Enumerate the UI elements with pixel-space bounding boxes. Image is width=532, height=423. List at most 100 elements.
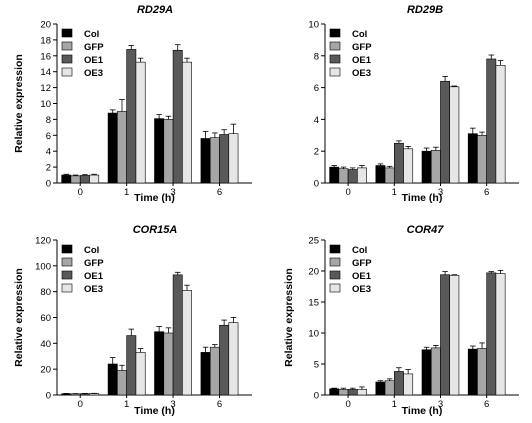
bar-gfp <box>163 119 174 184</box>
y-tick-label: 120 <box>35 236 51 247</box>
bar-oe3 <box>449 275 460 396</box>
legend-swatch-oe1 <box>61 270 73 280</box>
y-tick-label: 40 <box>40 339 51 350</box>
y-tick-label: 15 <box>308 298 319 309</box>
bar-oe3 <box>89 393 100 396</box>
legend-swatch-oe1 <box>329 54 341 64</box>
bar-gfp <box>117 370 127 396</box>
bar-col <box>329 388 340 396</box>
x-axis-label: Time (h) <box>134 405 175 417</box>
bar-oe3 <box>495 273 506 396</box>
legend-swatch-oe3 <box>61 67 73 77</box>
bar-oe1 <box>440 274 451 396</box>
bar-oe1 <box>126 49 137 184</box>
bar-oe3 <box>135 61 146 184</box>
bar-gfp <box>117 111 127 184</box>
x-tick-label: 0 <box>78 399 83 410</box>
bar-oe3 <box>89 174 100 184</box>
bar-gfp <box>163 332 174 396</box>
bar-gfp <box>430 150 441 184</box>
legend-label-oe3: OE3 <box>84 284 103 295</box>
y-tick-label: 18 <box>40 35 51 46</box>
bar-col <box>61 174 72 184</box>
legend-swatch-col <box>329 28 341 38</box>
y-axis-label: Relative expression <box>13 268 25 367</box>
bar-oe3 <box>403 373 414 396</box>
y-tick-label: 25 <box>308 236 319 247</box>
bar-oe3 <box>357 389 367 396</box>
y-tick-label: 6 <box>46 131 51 142</box>
bar-oe1 <box>219 134 230 184</box>
y-tick-label: 0 <box>46 179 51 190</box>
legend-label-col: Col <box>84 29 99 40</box>
x-tick-label: 3 <box>438 187 443 198</box>
bar-gfp <box>338 389 349 396</box>
y-tick-label: 60 <box>40 313 51 324</box>
bar-col <box>375 165 386 184</box>
bar-col <box>61 393 72 396</box>
y-tick-label: 6 <box>314 83 319 94</box>
bar-gfp <box>430 347 441 396</box>
y-tick-label: 10 <box>308 20 319 31</box>
x-axis-label: Time (h) <box>402 192 443 204</box>
bar-gfp <box>70 175 81 184</box>
bar-oe3 <box>135 352 146 396</box>
bar-gfp <box>209 346 220 396</box>
legend-swatch-gfp <box>61 257 73 267</box>
x-tick-label: 1 <box>392 399 397 410</box>
bar-oe3 <box>449 86 460 184</box>
x-tick-label: 6 <box>217 399 222 410</box>
bar-oe1 <box>440 80 451 184</box>
y-axis-label: Relative expression <box>13 54 25 153</box>
bar-col <box>421 349 432 396</box>
legend-swatch-col <box>61 244 73 254</box>
legend-label-oe1: OE1 <box>352 55 372 66</box>
y-tick-label: 2 <box>314 147 319 158</box>
chart-panel-1: RD29B 0 2 4 6 8 10 Time (h) 0 1 3 6 Col GFP OE1 OE3 <box>308 4 519 204</box>
bar-oe1 <box>347 169 358 184</box>
x-tick-label: 6 <box>484 399 489 410</box>
legend-swatch-oe3 <box>329 67 341 77</box>
y-tick-label: 16 <box>40 51 51 62</box>
bar-oe1 <box>219 324 230 396</box>
x-axis-label: Time (h) <box>402 405 443 417</box>
bar-gfp <box>209 137 220 184</box>
legend-label-col: Col <box>352 29 367 40</box>
bar-oe3 <box>495 65 506 184</box>
bar-gfp <box>477 135 487 184</box>
legend-label-gfp: GFP <box>352 42 372 53</box>
y-tick-label: 14 <box>40 67 51 78</box>
bar-oe1 <box>393 142 404 184</box>
legend-label-oe1: OE1 <box>352 271 372 282</box>
bar-oe3 <box>182 61 192 184</box>
y-axis-label: Relative expression <box>283 268 295 367</box>
y-tick-label: 20 <box>40 365 51 376</box>
legend-swatch-col <box>61 28 73 38</box>
legend-swatch-oe3 <box>61 283 73 293</box>
y-tick-label: 100 <box>35 261 51 272</box>
bar-oe1 <box>486 58 497 184</box>
legend-swatch-gfp <box>61 41 73 51</box>
legend-label-gfp: GFP <box>84 258 104 269</box>
y-tick-label: 5 <box>314 360 319 371</box>
legend-swatch-gfp <box>329 41 341 51</box>
x-axis-label: Time (h) <box>134 192 175 204</box>
legend-label-col: Col <box>84 245 99 256</box>
legend-label-oe3: OE3 <box>84 68 103 79</box>
x-tick-label: 6 <box>217 187 222 198</box>
y-tick-label: 0 <box>314 391 319 402</box>
bar-oe1 <box>172 49 183 184</box>
bar-col <box>329 166 340 184</box>
bar-oe3 <box>182 290 192 396</box>
bar-col <box>467 348 478 396</box>
x-tick-label: 1 <box>124 399 129 410</box>
x-tick-label: 3 <box>438 399 443 410</box>
bar-oe3 <box>228 322 239 396</box>
legend-label-oe1: OE1 <box>84 271 104 282</box>
y-tick-label: 4 <box>46 147 51 158</box>
y-tick-label: 2 <box>46 163 51 174</box>
